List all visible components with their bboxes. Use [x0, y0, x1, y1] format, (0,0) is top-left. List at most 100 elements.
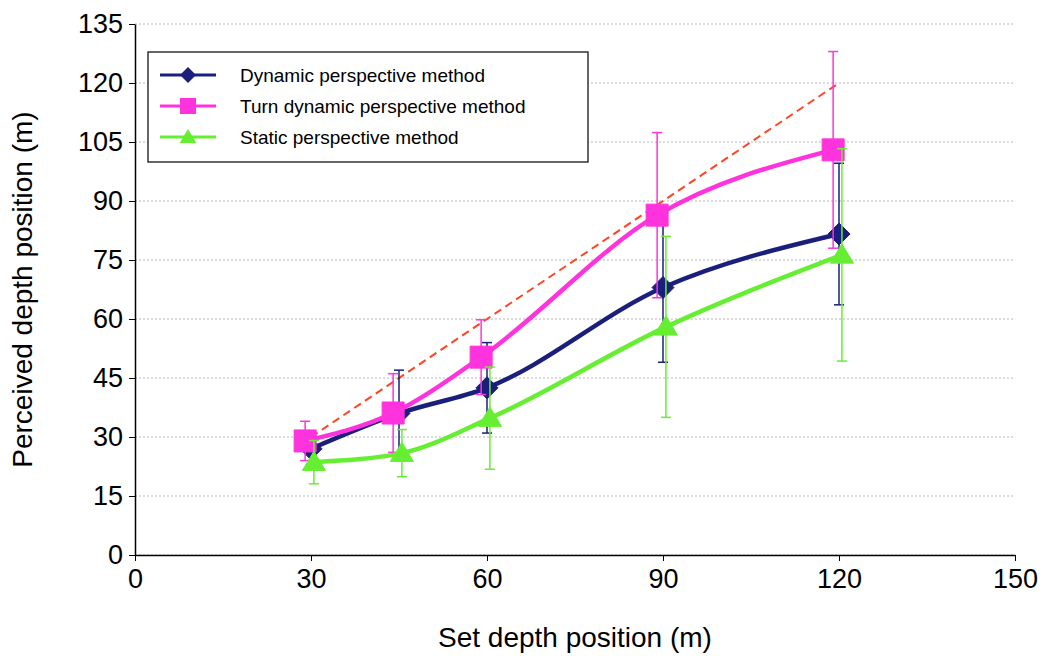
- marker: [654, 316, 677, 335]
- y-tick-label: 120: [78, 68, 123, 98]
- error-bar-cap: [388, 373, 398, 375]
- y-tick: 45: [93, 363, 135, 393]
- error-bar-cap: [476, 319, 486, 321]
- y-tick: 135: [78, 9, 135, 39]
- grid: [135, 24, 1015, 555]
- error-bar-cap: [828, 51, 838, 53]
- chart: 0 30 60 90 120 150 0 15 30 45 60 75 90 105 120 135 Set d…: [0, 0, 1050, 661]
- x-tick-mark: [839, 555, 840, 561]
- error-bar-cap: [661, 236, 671, 238]
- error-bar-cap: [397, 476, 407, 478]
- error-bar-cap: [300, 421, 310, 423]
- y-tick-mark: [129, 24, 135, 25]
- series: [300, 163, 850, 464]
- y-tick-mark: [129, 260, 135, 261]
- x-tick-label: 90: [648, 564, 678, 594]
- x-tick-mark: [135, 555, 136, 561]
- y-tick-label: 60: [93, 304, 123, 334]
- series-line: [311, 234, 839, 449]
- y-tick: 75: [93, 245, 135, 275]
- marker: [478, 407, 501, 426]
- grid-line: [135, 496, 1015, 497]
- y-tick: 120: [78, 68, 135, 98]
- grid-line: [135, 378, 1015, 379]
- error-bar-cap: [661, 417, 671, 419]
- x-tick-label: 30: [296, 564, 326, 594]
- y-tick-label: 135: [78, 9, 123, 39]
- x-tick: 60: [472, 555, 502, 594]
- error-bars: [306, 163, 844, 464]
- y-tick-mark: [129, 437, 135, 438]
- error-bars: [309, 149, 847, 484]
- grid-line: [135, 555, 1015, 556]
- marker: [390, 442, 413, 461]
- legend-item: Static perspective method: [160, 127, 459, 148]
- x-tick: 150: [993, 555, 1038, 594]
- y-tick: 90: [93, 186, 135, 216]
- error-bar-cap: [309, 483, 319, 485]
- y-tick-label: 0: [108, 540, 123, 570]
- marker: [652, 277, 674, 299]
- error-bar-cap: [652, 132, 662, 134]
- marker: [828, 223, 850, 245]
- series: [302, 149, 853, 484]
- x-axis: 0 30 60 90 120 150: [128, 555, 1038, 594]
- y-axis-title: Perceived depth position (m): [7, 111, 38, 467]
- grid-line: [135, 201, 1015, 202]
- legend: Dynamic perspective method Turn dynamic p…: [148, 52, 588, 162]
- x-tick: 30: [296, 555, 326, 594]
- x-tick-mark: [311, 555, 312, 561]
- legend-marker: [180, 129, 197, 143]
- legend-item: Dynamic perspective method: [160, 65, 485, 86]
- y-tick-mark: [129, 201, 135, 202]
- grid-line: [135, 24, 1015, 25]
- x-axis-title: Set depth position (m): [438, 622, 712, 653]
- error-bar-cap: [309, 440, 319, 442]
- y-tick: 30: [93, 422, 135, 452]
- error-bar-cap: [837, 148, 847, 150]
- error-bar-cap: [476, 394, 486, 396]
- error-bar-cap: [485, 469, 495, 471]
- series-line: [314, 255, 842, 462]
- y-tick: 105: [78, 127, 135, 157]
- error-bar-cap: [652, 297, 662, 299]
- legend-item: Turn dynamic perspective method: [160, 96, 525, 117]
- error-bar-cap: [482, 342, 492, 344]
- grid-line: [135, 437, 1015, 438]
- y-axis-line: [135, 25, 137, 556]
- x-tick-label: 120: [817, 564, 862, 594]
- x-tick-mark: [663, 555, 664, 561]
- legend-label: Static perspective method: [240, 127, 459, 148]
- error-bar-cap: [837, 360, 847, 362]
- legend-label: Dynamic perspective method: [240, 65, 485, 86]
- marker: [302, 451, 325, 470]
- x-tick-label: 0: [128, 564, 143, 594]
- marker: [822, 139, 844, 161]
- x-tick: 120: [817, 555, 862, 594]
- x-tick-mark: [487, 555, 488, 561]
- y-tick-label: 75: [93, 245, 123, 275]
- grid-line: [135, 319, 1015, 320]
- y-tick-mark: [129, 319, 135, 320]
- y-tick-mark: [129, 378, 135, 379]
- y-tick: 60: [93, 304, 135, 334]
- y-tick-label: 90: [93, 186, 123, 216]
- y-tick-mark: [129, 555, 135, 556]
- marker: [382, 402, 404, 424]
- series-line: [305, 150, 833, 441]
- marker: [646, 204, 668, 226]
- x-tick-label: 60: [472, 564, 502, 594]
- x-tick: 90: [648, 555, 678, 594]
- error-bar-cap: [394, 369, 404, 371]
- legend-box: [148, 52, 588, 162]
- x-tick-mark: [1015, 555, 1016, 561]
- y-tick-mark: [129, 142, 135, 143]
- x-axis-line: [136, 555, 1016, 557]
- y-axis: 0 15 30 45 60 75 90 105 120 135: [78, 9, 136, 570]
- legend-label: Turn dynamic perspective method: [240, 96, 525, 117]
- y-tick-label: 15: [93, 481, 123, 511]
- x-tick-label: 150: [993, 564, 1038, 594]
- y-tick-label: 45: [93, 363, 123, 393]
- marker: [830, 244, 853, 263]
- y-tick-mark: [129, 496, 135, 497]
